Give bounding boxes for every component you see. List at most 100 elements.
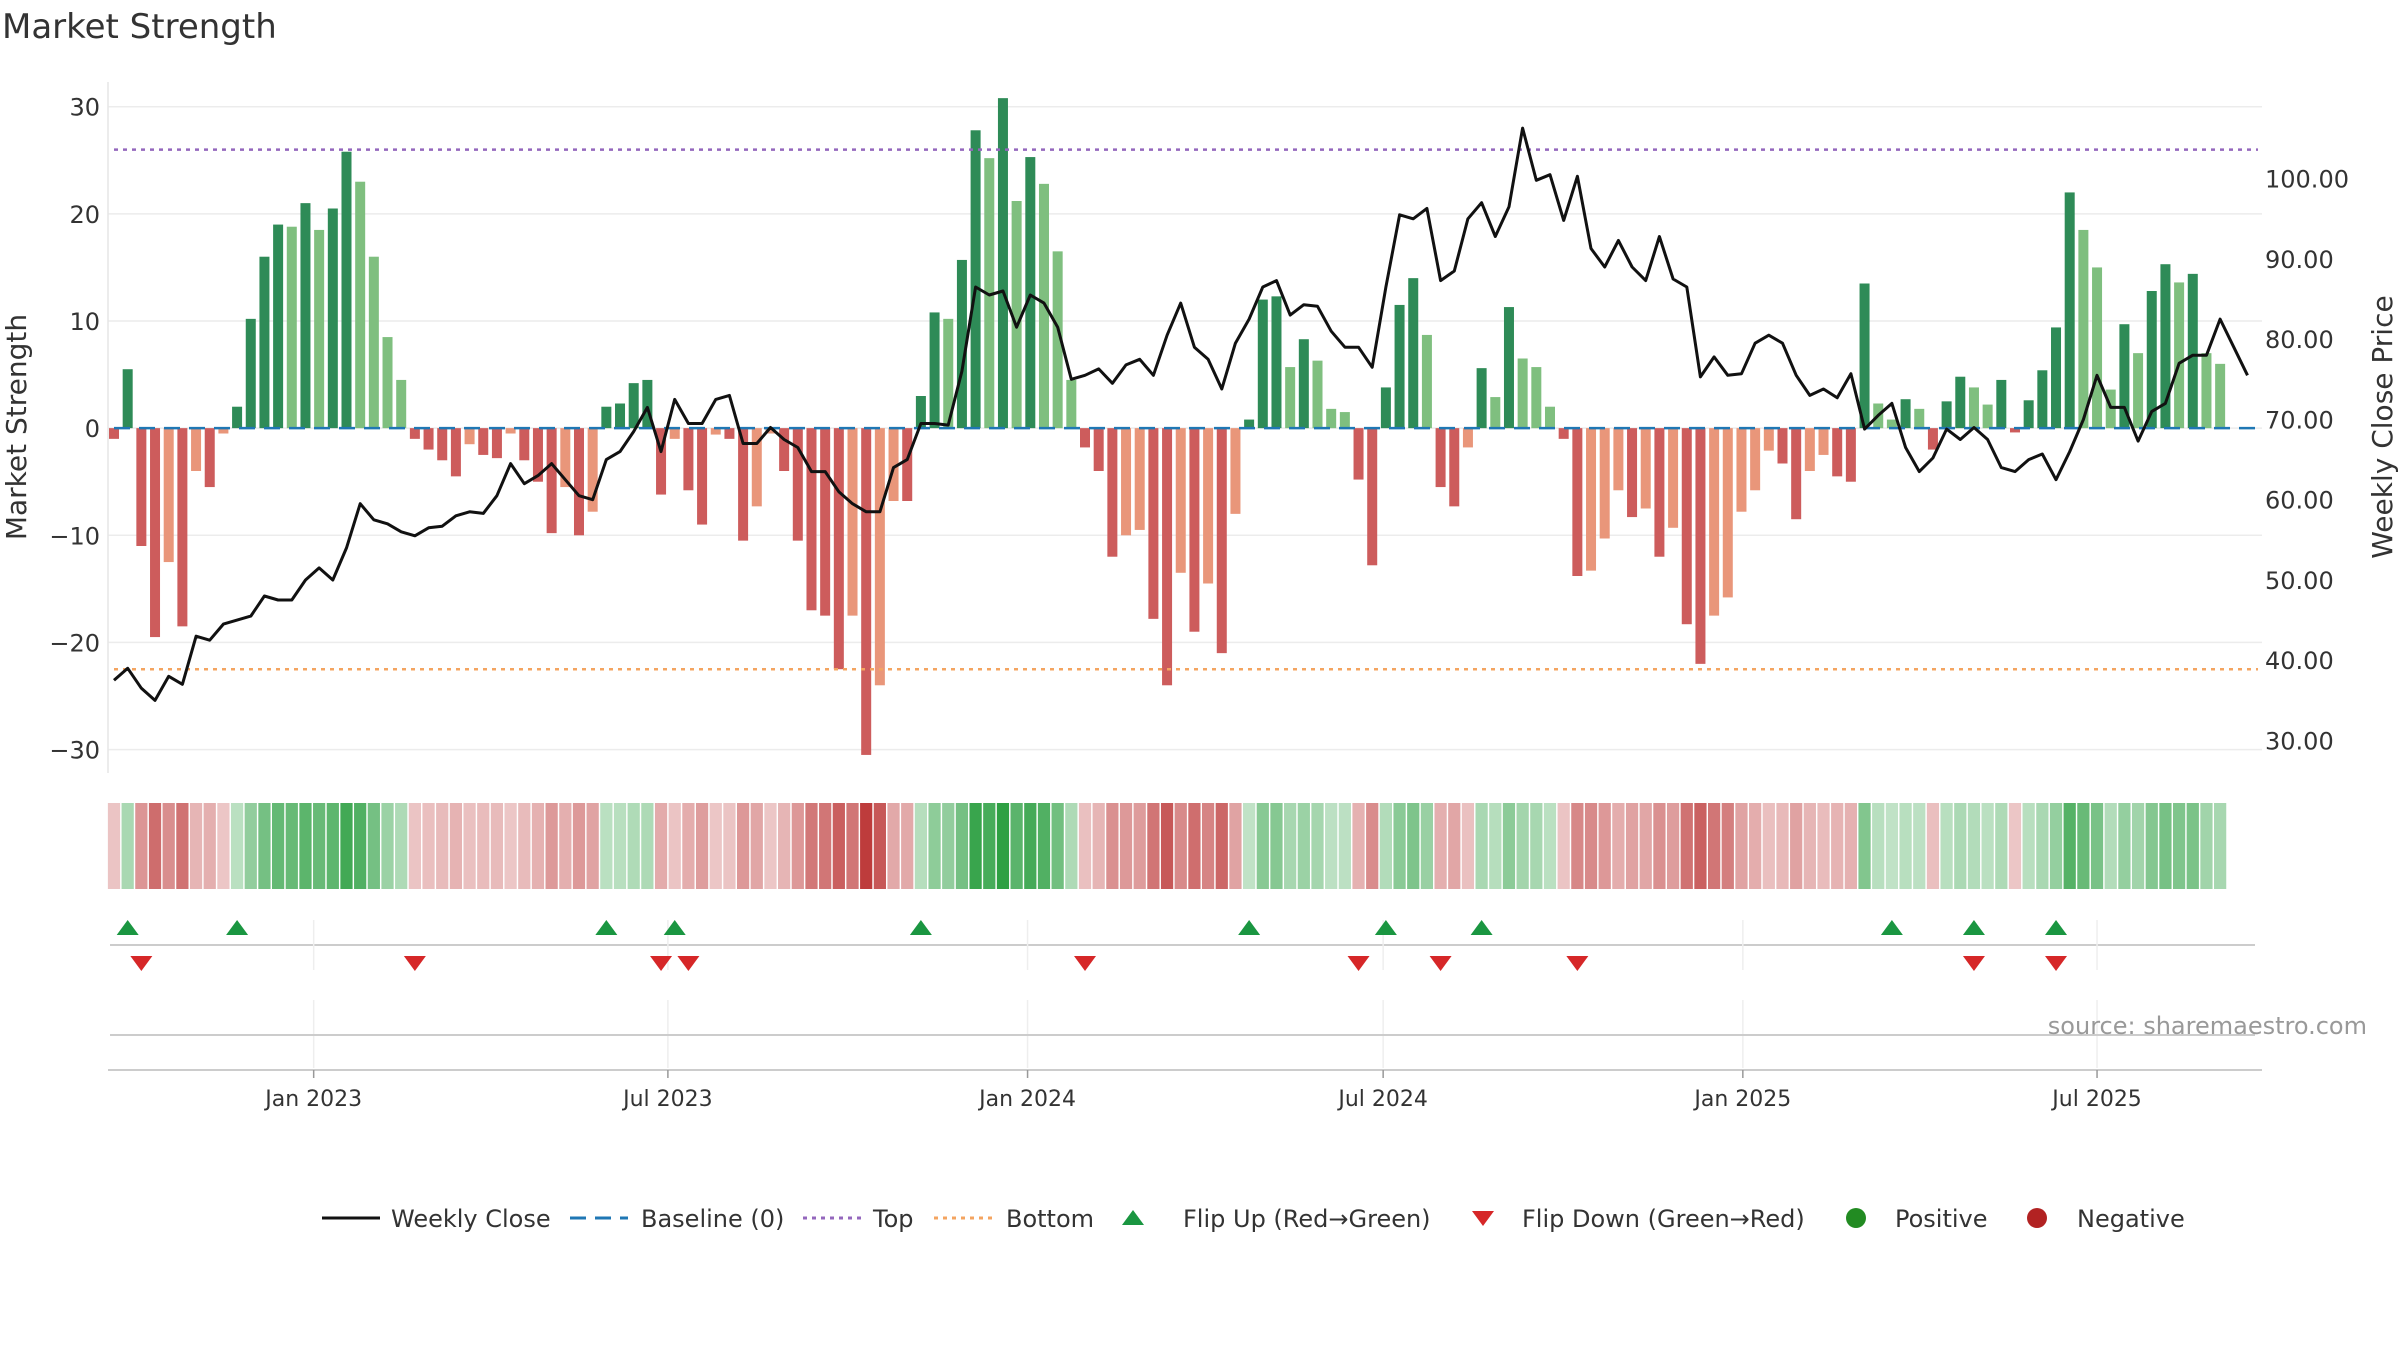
strength-bar [491,428,502,459]
legend-flip-down-icon [1472,1211,1494,1226]
regime-cell [531,803,545,889]
left-tick-label: −10 [49,522,100,550]
flip-up-marker [1374,920,1397,935]
strength-bar [1927,428,1938,450]
regime-cell [504,803,517,889]
strength-bar [2009,428,2020,433]
regime-cell [1174,803,1187,889]
strength-bar [2092,267,2103,429]
regime-cell [1721,803,1734,889]
regime-cell [1420,803,1434,889]
regime-cell [2172,803,2186,889]
regime-cell [846,803,859,889]
flip-down-marker [2045,956,2068,971]
strength-bar [1654,428,1665,557]
strength-bar [2037,370,2048,429]
strength-bar [1216,428,1227,654]
regime-cell [1844,803,1857,889]
regime-cell [1707,803,1721,889]
regime-cell [613,803,627,889]
flip-row-gridlines [312,920,2098,1068]
strength-bar [2078,229,2089,429]
regime-cell [600,803,613,889]
legend-flip-up: Flip Up (Red→Green) [1183,1205,1431,1233]
regime-cell [1092,803,1105,889]
right-tick-label: 50.00 [2265,567,2334,595]
right-tick-label: 80.00 [2265,326,2334,354]
strength-bar [437,428,448,461]
strength-bar [1080,428,1091,448]
strength-bar [368,256,379,429]
strength-bar [1285,367,1296,429]
regime-cell [2200,803,2213,889]
regime-cell [1543,803,1557,889]
strength-bar [1900,399,1911,429]
flip-up-marker [2045,920,2068,935]
regime-cell [2077,803,2090,889]
legend-weekly-close: Weekly Close [391,1205,551,1233]
flip-up-marker [909,920,932,935]
strength-bar [519,428,530,461]
strength-bar [724,428,735,439]
strength-bar [751,428,762,507]
flip-up-marker [663,920,686,935]
flip-down-marker [1429,956,1452,971]
strength-bar [1271,296,1282,429]
strength-bar [1709,428,1720,616]
strength-bar [286,226,297,429]
strength-bar [1613,428,1624,491]
chart-title: Market Strength [2,7,277,47]
regime-cell [682,803,695,889]
regime-cell [2022,803,2035,889]
legend-bottom: Bottom [1006,1205,1094,1233]
strength-bar [1367,428,1378,566]
strength-bar [1490,397,1501,429]
strength-bar [1941,401,1952,429]
regime-cell [135,803,148,889]
strength-bar [450,428,461,477]
regime-cell [832,803,845,889]
regime-cell [778,803,791,889]
strength-bar [2064,192,2075,429]
x-tick-label: Jul 2024 [1336,1087,1428,1112]
regime-cell [2090,803,2104,889]
right-axis-label: Weekly Close Price [2366,295,2399,558]
regime-cell [750,803,763,889]
regime-cell [1188,803,1201,889]
regime-cell [189,803,203,889]
regime-cell [627,803,640,889]
regime-cell [764,803,777,889]
regime-cell [1530,803,1543,889]
regime-cell [1666,803,1680,889]
regime-cell [860,803,873,889]
strength-bar [1326,408,1337,429]
strength-bar [1134,428,1145,530]
legend-flip-down: Flip Down (Green→Red) [1522,1205,1805,1233]
regime-cell [1434,803,1447,889]
regime-cell [873,803,886,889]
reference-lines [114,148,2258,671]
regime-cell [559,803,572,889]
flip-up-marker [116,920,139,935]
regime-cell [1872,803,1885,889]
regime-cell [914,803,928,889]
strength-bar [2201,353,2212,429]
strength-bar [1681,428,1692,625]
legend-negative: Negative [2077,1205,2185,1233]
regime-cell [1776,803,1789,889]
regime-cell [1926,803,1940,889]
strength-bar [1832,428,1843,477]
x-tick-label: Jul 2023 [621,1087,713,1112]
flip-down-marker [1347,956,1370,971]
regime-cell [1475,803,1488,889]
regime-cell [1584,803,1598,889]
flip-down-marker [403,956,426,971]
flip-down-marker [1566,956,1589,971]
strength-bar [1914,408,1925,429]
strength-bar [1996,379,2007,429]
strength-bar [1244,419,1255,429]
strength-bar [2133,353,2144,429]
regime-cell [463,803,476,889]
regime-cell [326,803,339,889]
strength-bar [1640,428,1651,509]
